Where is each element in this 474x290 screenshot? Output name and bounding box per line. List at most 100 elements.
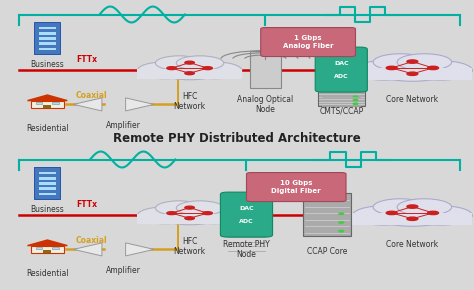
Title: Remote PHY Distributed Architecture: Remote PHY Distributed Architecture [113,132,361,145]
Bar [39,177,56,180]
Circle shape [386,66,397,70]
Bar [44,250,51,253]
Text: ADC: ADC [334,74,348,79]
Text: Business: Business [30,205,64,214]
Polygon shape [73,98,102,111]
Text: 1 Gbps
Analog Fiber: 1 Gbps Analog Fiber [283,35,333,49]
Bar [352,213,472,225]
Circle shape [339,230,344,232]
Text: Core Network: Core Network [386,240,438,249]
Circle shape [353,61,416,80]
Bar [44,105,51,108]
Circle shape [187,62,242,79]
Text: FTTx: FTTx [76,200,97,209]
Bar [36,247,43,249]
Text: DAC: DAC [334,61,348,66]
FancyBboxPatch shape [246,173,346,202]
Circle shape [409,206,472,225]
FancyBboxPatch shape [315,47,367,92]
Bar [39,193,56,195]
Polygon shape [126,98,154,111]
Text: Coaxial: Coaxial [76,91,108,100]
Text: Analog Optical
Node: Analog Optical Node [237,95,293,114]
Text: FTTx: FTTx [76,55,97,64]
FancyBboxPatch shape [220,192,273,237]
Circle shape [428,66,438,70]
Bar [36,102,43,104]
Bar [39,171,56,174]
Text: HFC
Network: HFC Network [173,92,206,111]
Circle shape [176,56,224,70]
Circle shape [428,211,438,215]
Text: HFC
Network: HFC Network [173,237,206,256]
Circle shape [155,56,203,70]
Circle shape [397,199,452,215]
Circle shape [185,206,194,209]
Bar [137,213,242,224]
Polygon shape [73,243,102,256]
Circle shape [203,212,212,215]
Circle shape [409,61,472,80]
Text: Coaxial: Coaxial [76,236,108,245]
Text: Residential: Residential [26,124,69,133]
Bar [303,193,351,236]
Bar [39,42,56,45]
Circle shape [373,199,428,215]
Circle shape [154,58,225,80]
Bar [52,247,59,249]
Circle shape [187,207,242,224]
Polygon shape [27,95,67,101]
Circle shape [167,67,176,70]
Bar [318,88,365,106]
Text: CMTS/CCAP: CMTS/CCAP [319,106,364,116]
Text: 10 Gbps
Digital Fiber: 10 Gbps Digital Fiber [272,180,321,194]
Circle shape [386,211,397,215]
Circle shape [155,201,203,215]
Bar [31,101,64,108]
Bar [39,187,56,190]
Circle shape [353,96,358,97]
Circle shape [185,72,194,75]
Bar [34,22,61,54]
Bar [250,52,281,88]
Polygon shape [126,243,154,256]
Bar [39,182,56,185]
Circle shape [353,103,358,104]
Circle shape [353,99,358,101]
Text: Amplifier: Amplifier [106,266,141,275]
Bar [39,48,56,50]
Polygon shape [27,240,67,246]
Circle shape [185,61,194,64]
Circle shape [407,205,418,208]
Bar [137,68,242,79]
Circle shape [137,62,192,79]
Circle shape [154,203,225,225]
Circle shape [407,217,418,220]
Bar [39,37,56,40]
Circle shape [397,54,452,70]
Text: ADC: ADC [239,219,254,224]
Text: Amplifier: Amplifier [106,121,141,130]
Text: Core Network: Core Network [386,95,438,104]
Text: CCAP Core: CCAP Core [307,246,347,255]
Bar [39,27,56,29]
Bar [39,32,56,35]
Bar [352,68,472,80]
Bar [52,102,59,104]
Circle shape [373,54,428,70]
Text: Residential: Residential [26,269,69,278]
Circle shape [407,60,418,63]
Circle shape [372,201,453,226]
Circle shape [339,222,344,223]
Circle shape [339,213,344,214]
FancyBboxPatch shape [261,28,356,57]
Circle shape [372,56,453,81]
Circle shape [203,67,212,70]
Circle shape [176,201,224,215]
Circle shape [167,212,176,215]
Bar [34,167,61,199]
Text: DAC: DAC [239,206,254,211]
Circle shape [185,217,194,220]
Bar [31,246,64,253]
Circle shape [137,207,192,224]
